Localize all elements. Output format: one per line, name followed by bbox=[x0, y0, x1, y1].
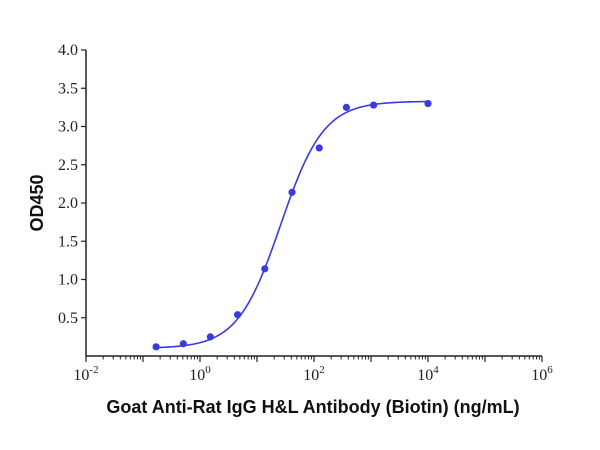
y-tick-label: 3.5 bbox=[58, 80, 78, 97]
x-tick-label: 10-2 bbox=[73, 364, 98, 384]
x-tick-label: 104 bbox=[417, 364, 439, 384]
x-tick-label: 106 bbox=[531, 364, 553, 384]
data-point bbox=[315, 144, 323, 152]
data-point bbox=[288, 188, 296, 196]
y-tick-label: 2.0 bbox=[58, 195, 78, 212]
y-tick-label: 1.0 bbox=[58, 272, 78, 289]
x-ticks: 10-2 100 102 104 106 bbox=[73, 356, 553, 384]
fit-curve bbox=[156, 100, 429, 349]
data-point bbox=[424, 99, 432, 108]
y-tick-label: 2.5 bbox=[58, 157, 78, 174]
data-points bbox=[152, 99, 432, 351]
x-axis-title: Goat Anti-Rat IgG H&L Antibody (Biotin) … bbox=[106, 397, 519, 417]
x-tick-label: 100 bbox=[189, 364, 211, 384]
y-tick-label: 0.5 bbox=[58, 310, 78, 327]
data-point bbox=[179, 340, 187, 348]
data-point bbox=[261, 265, 269, 273]
data-point bbox=[342, 103, 351, 111]
y-ticks: 0.5 1.0 1.5 2.0 2.5 3.0 3.5 4.0 bbox=[58, 42, 86, 327]
axes: 0.51.01.52.02.53.03.54.0 10-2 100 102 104 10… bbox=[58, 42, 553, 384]
y-tick-label: 3.0 bbox=[58, 119, 78, 136]
y-tick-label: 1.5 bbox=[58, 233, 78, 250]
y-tick-label: 4.0 bbox=[58, 42, 78, 59]
y-axis-title: OD450 bbox=[27, 174, 47, 231]
data-point bbox=[206, 333, 214, 341]
data-point bbox=[152, 343, 160, 351]
x-tick-label: 102 bbox=[303, 364, 325, 384]
data-point bbox=[234, 311, 242, 319]
data-point bbox=[370, 101, 378, 109]
